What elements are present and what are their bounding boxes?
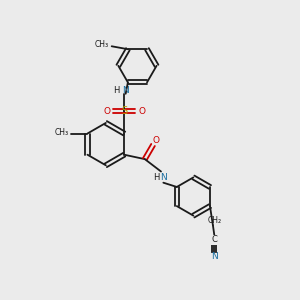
- Text: H: H: [113, 86, 119, 95]
- Text: CH₃: CH₃: [54, 128, 68, 136]
- Text: S: S: [121, 106, 127, 116]
- Text: CH₂: CH₂: [207, 216, 221, 225]
- Text: N: N: [122, 86, 129, 95]
- Text: H: H: [153, 173, 160, 182]
- Text: N: N: [211, 252, 218, 261]
- Text: C: C: [212, 236, 217, 244]
- Text: N: N: [160, 173, 167, 182]
- Text: O: O: [138, 107, 146, 116]
- Text: CH₃: CH₃: [94, 40, 109, 49]
- Text: O: O: [152, 136, 160, 145]
- Text: O: O: [103, 107, 110, 116]
